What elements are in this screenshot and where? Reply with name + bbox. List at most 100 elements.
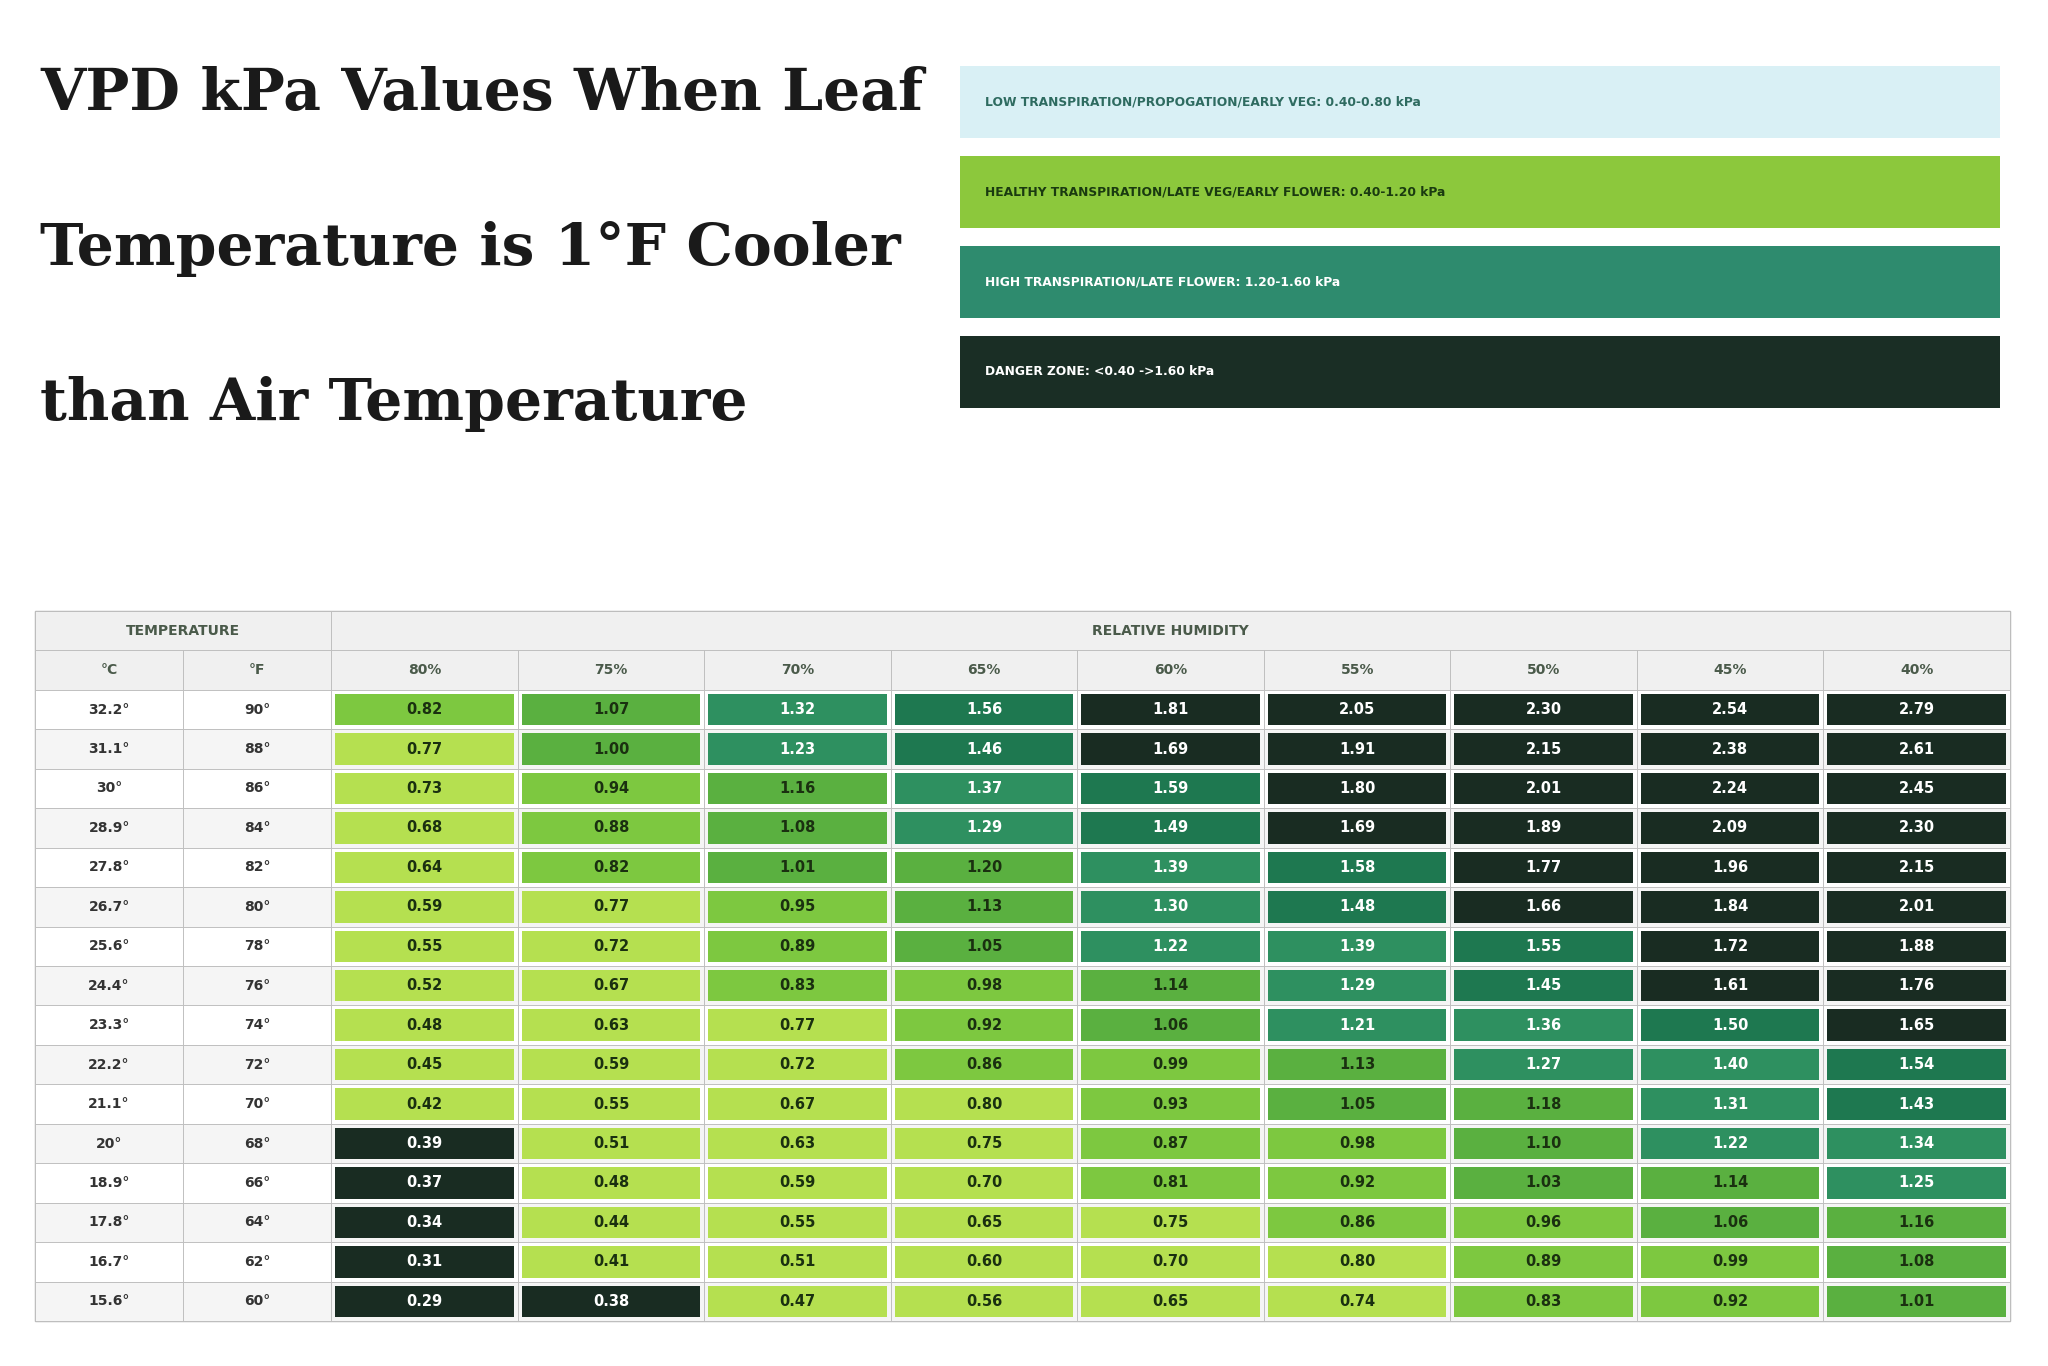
Text: DANGER ZONE: <0.40 ->1.60 kPa: DANGER ZONE: <0.40 ->1.60 kPa (985, 366, 1214, 378)
Bar (1636, 1164, 1823, 1202)
Bar (332, 1005, 518, 1045)
Bar (891, 848, 1077, 887)
Bar (709, 813, 887, 844)
Text: 76°: 76° (244, 978, 270, 993)
Bar (1268, 970, 1446, 1001)
Bar (518, 769, 705, 809)
Text: 90°: 90° (244, 702, 270, 717)
Bar (1450, 769, 1636, 809)
Bar (1077, 848, 1264, 887)
Bar (1640, 1206, 1819, 1238)
Bar (1454, 1089, 1632, 1120)
Bar (1454, 930, 1632, 962)
Bar (332, 690, 518, 729)
Text: 1.37: 1.37 (967, 781, 1001, 796)
Bar (709, 1009, 887, 1041)
Text: 1.13: 1.13 (967, 899, 1001, 914)
Text: 1.56: 1.56 (967, 702, 1001, 717)
Bar (891, 690, 1077, 729)
Bar (1454, 1206, 1632, 1238)
Text: 1.69: 1.69 (1339, 821, 1374, 836)
Text: 0.89: 0.89 (1526, 1254, 1563, 1269)
Bar (1077, 926, 1264, 966)
Bar (705, 809, 891, 848)
Text: 0.63: 0.63 (594, 1018, 629, 1033)
Text: 0.72: 0.72 (780, 1057, 815, 1072)
Text: 1.05: 1.05 (967, 938, 1001, 953)
Text: 31.1°: 31.1° (88, 742, 129, 755)
Text: 0.65: 0.65 (967, 1214, 1001, 1229)
Text: 21.1°: 21.1° (88, 1097, 129, 1111)
Bar (895, 1167, 1073, 1199)
Bar (332, 1045, 518, 1085)
Text: 0.92: 0.92 (1339, 1176, 1374, 1190)
Bar (1081, 1089, 1260, 1120)
Bar (1636, 966, 1823, 1005)
Bar (1640, 1167, 1819, 1199)
Bar (891, 1202, 1077, 1242)
Bar (891, 1005, 1077, 1045)
Bar (1823, 1045, 2009, 1085)
Bar (522, 694, 700, 725)
Bar (522, 930, 700, 962)
Bar (518, 848, 705, 887)
Bar (961, 156, 2001, 228)
Text: 0.63: 0.63 (780, 1137, 815, 1152)
Bar (1081, 1049, 1260, 1081)
Bar (522, 1049, 700, 1081)
Bar (332, 1202, 518, 1242)
Bar (895, 1206, 1073, 1238)
Bar (705, 1281, 891, 1321)
Bar (895, 891, 1073, 922)
Bar (709, 773, 887, 805)
Bar (705, 729, 891, 769)
Text: 72°: 72° (244, 1057, 270, 1071)
Bar (35, 1242, 182, 1281)
Bar (705, 1005, 891, 1045)
Bar (1640, 773, 1819, 805)
Text: 0.96: 0.96 (1526, 1214, 1563, 1229)
Bar (1450, 729, 1636, 769)
Bar (891, 809, 1077, 848)
Text: 0.37: 0.37 (406, 1176, 442, 1190)
Text: 2.79: 2.79 (1898, 702, 1935, 717)
Text: 0.94: 0.94 (594, 781, 629, 796)
Bar (709, 1089, 887, 1120)
Bar (705, 926, 891, 966)
Text: 1.39: 1.39 (1339, 938, 1374, 953)
Text: 0.99: 0.99 (1153, 1057, 1188, 1072)
Bar (1823, 690, 2009, 729)
Bar (1081, 1009, 1260, 1041)
Bar (332, 611, 2009, 650)
Bar (35, 926, 182, 966)
Bar (1640, 1009, 1819, 1041)
Bar (1636, 1202, 1823, 1242)
Bar (1636, 1124, 1823, 1164)
Text: 1.45: 1.45 (1526, 978, 1563, 993)
Text: °F: °F (250, 663, 266, 678)
Bar (182, 690, 332, 729)
Bar (336, 1285, 514, 1317)
Text: 0.80: 0.80 (967, 1097, 1001, 1112)
Bar (1640, 694, 1819, 725)
Text: 0.47: 0.47 (780, 1294, 815, 1309)
Bar (895, 930, 1073, 962)
Text: 0.59: 0.59 (406, 899, 442, 914)
Bar (182, 966, 332, 1005)
Text: 0.56: 0.56 (967, 1294, 1001, 1309)
Text: 1.06: 1.06 (1153, 1018, 1188, 1033)
Bar (709, 1246, 887, 1277)
Bar (1823, 729, 2009, 769)
Bar (1640, 1089, 1819, 1120)
Text: 0.86: 0.86 (967, 1057, 1001, 1072)
Text: 1.72: 1.72 (1712, 938, 1749, 953)
Bar (182, 809, 332, 848)
Bar (1268, 891, 1446, 922)
Text: LOW TRANSPIRATION/PROPOGATION/EARLY VEG: 0.40-0.80 kPa: LOW TRANSPIRATION/PROPOGATION/EARLY VEG:… (985, 96, 1421, 108)
Bar (1827, 1089, 2005, 1120)
Bar (1454, 851, 1632, 882)
Bar (522, 1206, 700, 1238)
Bar (1077, 809, 1264, 848)
Bar (709, 1285, 887, 1317)
Bar (1268, 1206, 1446, 1238)
